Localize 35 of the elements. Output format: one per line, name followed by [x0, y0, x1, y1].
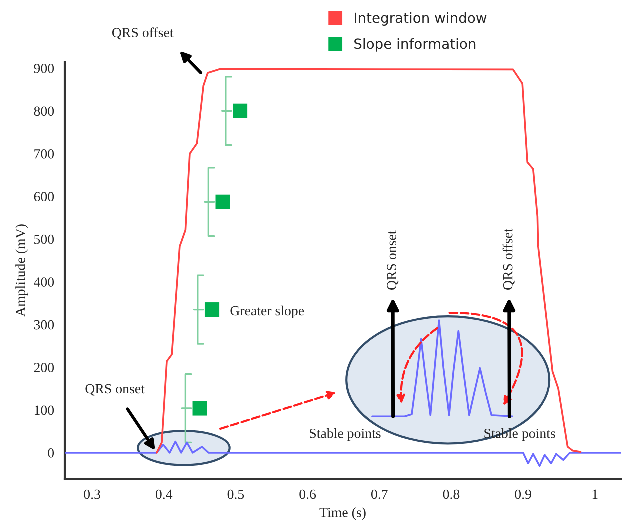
- annotation: Stable points: [310, 428, 381, 442]
- y-tick-label: 900: [34, 64, 54, 74]
- line-series: [372, 320, 514, 418]
- legend-label: Integration window: [354, 12, 487, 26]
- y-tick-label: 500: [34, 234, 54, 244]
- x-axis-title: Time (s): [320, 508, 366, 520]
- line-series: [65, 440, 621, 468]
- point: [204, 302, 220, 318]
- line-series: [156, 68, 582, 454]
- y-tick-label: 100: [34, 406, 54, 416]
- annotation: QRS onset: [387, 230, 399, 290]
- x-tick-label: 0.4: [156, 490, 173, 500]
- y-tick-label: 0: [48, 448, 54, 458]
- x-tick-label: 0.8: [443, 490, 460, 500]
- x-tick-label: 0.6: [300, 490, 316, 500]
- y-tick-label: 800: [34, 106, 54, 116]
- annotation: Greater slope: [230, 306, 304, 318]
- y-tick-label: 400: [34, 278, 54, 287]
- x-tick-label: 0.7: [371, 490, 388, 500]
- legend-label: Slope information: [354, 38, 476, 52]
- y-tick-label: 300: [34, 320, 54, 330]
- point: [216, 194, 230, 210]
- y-tick-label: 200: [34, 363, 54, 372]
- x-tick-label: 0.5: [228, 490, 244, 500]
- point: [232, 104, 248, 118]
- y-axis-title: Amplitude (mV): [16, 224, 28, 317]
- annotation: QRS onset: [86, 384, 145, 396]
- y-tick-label: 600: [34, 192, 54, 202]
- x-tick-label: 0.3: [84, 490, 100, 500]
- y-tick-label: 700: [34, 149, 54, 159]
- text: QRS offset: [112, 28, 174, 40]
- x-tick-label: 0.9: [515, 490, 532, 500]
- x-tick-label: 1: [592, 490, 598, 500]
- point: [192, 401, 208, 416]
- annotation: QRS offset: [502, 228, 515, 290]
